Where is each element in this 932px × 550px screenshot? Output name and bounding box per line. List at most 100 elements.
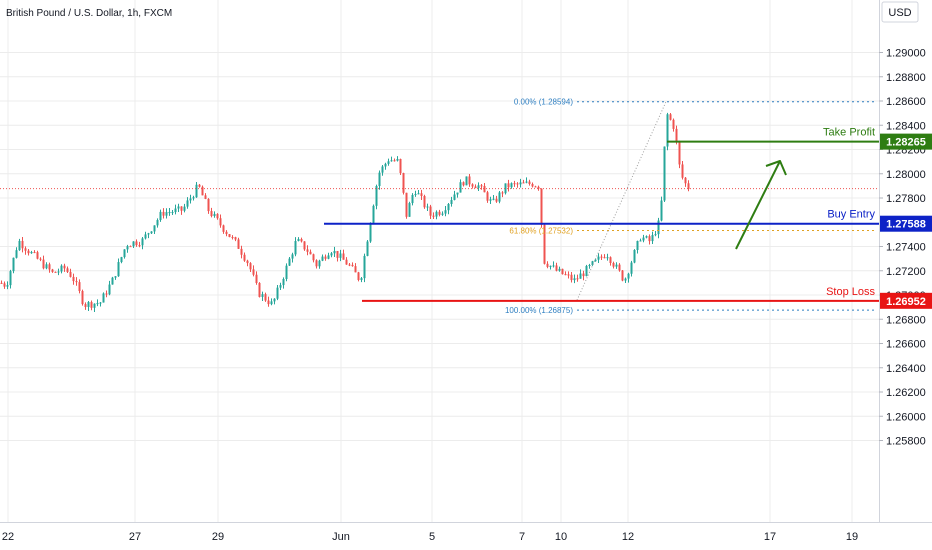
candle-body	[399, 159, 402, 174]
candle-body	[669, 114, 672, 120]
candle-body	[48, 264, 51, 270]
candle-body	[450, 199, 453, 204]
candle-body	[405, 192, 408, 217]
candle-body	[318, 260, 321, 267]
candle-body	[462, 182, 465, 186]
candle-body	[165, 212, 168, 216]
candle-body	[429, 206, 432, 216]
candle-body	[618, 264, 621, 271]
candle-body	[624, 278, 627, 281]
candle-body	[402, 173, 405, 193]
candle-body	[675, 128, 678, 142]
buy-entry-price-tag	[880, 215, 932, 232]
candle-body	[648, 236, 651, 242]
candle-body	[138, 245, 141, 247]
candle-body	[312, 254, 315, 261]
candle-body	[66, 268, 69, 272]
candle-body	[354, 266, 357, 273]
candle-body	[63, 265, 66, 269]
price-axis[interactable]: 1.290001.288001.286001.284001.282001.280…	[879, 48, 926, 448]
candle-body	[69, 271, 72, 277]
currency-box[interactable]	[881, 1, 919, 23]
y-tick-label: 1.26800	[886, 314, 926, 326]
candle-body	[117, 262, 120, 277]
fib-level-label: 0.00% (1.28594)	[514, 98, 573, 107]
candle-body	[216, 213, 219, 219]
candle-body	[660, 200, 663, 221]
candle-body	[537, 186, 540, 189]
x-tick-label: 12	[622, 531, 634, 543]
candle-body	[654, 234, 657, 236]
candle-body	[0, 282, 3, 284]
y-tick-label: 1.26200	[886, 387, 926, 399]
candle-body	[123, 249, 126, 258]
candle-body	[324, 256, 327, 259]
candle-body	[597, 256, 600, 260]
candle-body	[567, 274, 570, 276]
time-axis[interactable]: 22 27 29 Jun 5 7 10 12 17 19	[2, 531, 858, 543]
candle-body	[438, 211, 441, 215]
candle-body	[435, 211, 438, 217]
candle-body	[492, 198, 495, 200]
candle-body	[534, 186, 537, 188]
x-tick-label: 10	[555, 531, 567, 543]
candle-body	[321, 256, 324, 261]
candle-body	[261, 294, 264, 297]
candle-body	[330, 253, 333, 256]
candle-body	[267, 300, 270, 305]
candle-body	[444, 210, 447, 214]
y-tick-label: 1.28000	[886, 169, 926, 181]
candle-body	[519, 182, 522, 185]
candle-body	[150, 231, 153, 234]
candle-body	[141, 238, 144, 246]
candle-body	[168, 212, 171, 214]
candle-body	[417, 193, 420, 195]
candle-body	[357, 272, 360, 280]
candle-body	[87, 302, 90, 307]
candle-body	[192, 197, 195, 199]
candle-body	[543, 224, 546, 264]
candle-body	[213, 213, 216, 217]
candle-body	[480, 185, 483, 187]
candle-body	[258, 282, 261, 297]
candle-body	[156, 220, 159, 226]
candle-body	[42, 259, 45, 269]
candle-body	[282, 278, 285, 286]
candle-body	[504, 183, 507, 194]
candle-body	[423, 196, 426, 208]
candle-body	[651, 235, 654, 242]
candle-body	[288, 258, 291, 266]
candle-body	[465, 176, 468, 186]
candle-body	[252, 269, 255, 275]
candle-body	[60, 265, 63, 272]
candle-body	[132, 241, 135, 247]
candle-body	[378, 172, 381, 187]
candle-body	[513, 183, 516, 185]
candle-body	[447, 203, 450, 211]
candle-body	[570, 274, 573, 281]
candle-body	[108, 284, 111, 295]
candle-body	[546, 263, 549, 267]
y-tick-label: 1.27400	[886, 242, 926, 254]
candle-body	[453, 194, 456, 200]
candle-body	[105, 293, 108, 295]
candle-body	[39, 258, 42, 260]
candle-body	[339, 253, 342, 258]
y-tick-label: 1.26400	[886, 363, 926, 375]
candle-body	[375, 186, 378, 206]
buy-entry-label: Buy Entry	[827, 209, 875, 221]
candle-body	[531, 183, 534, 187]
fib-level-label: 61.80% (1.27532)	[509, 226, 573, 235]
candle-body	[27, 250, 30, 254]
candle-body	[471, 184, 474, 187]
candle-body	[264, 294, 267, 301]
candle-body	[93, 303, 96, 308]
candle-body	[210, 211, 213, 217]
candle-body	[240, 248, 243, 255]
candle-body	[75, 281, 78, 283]
candle-body	[207, 198, 210, 212]
candle-body	[102, 293, 105, 303]
candle-body	[645, 236, 648, 238]
